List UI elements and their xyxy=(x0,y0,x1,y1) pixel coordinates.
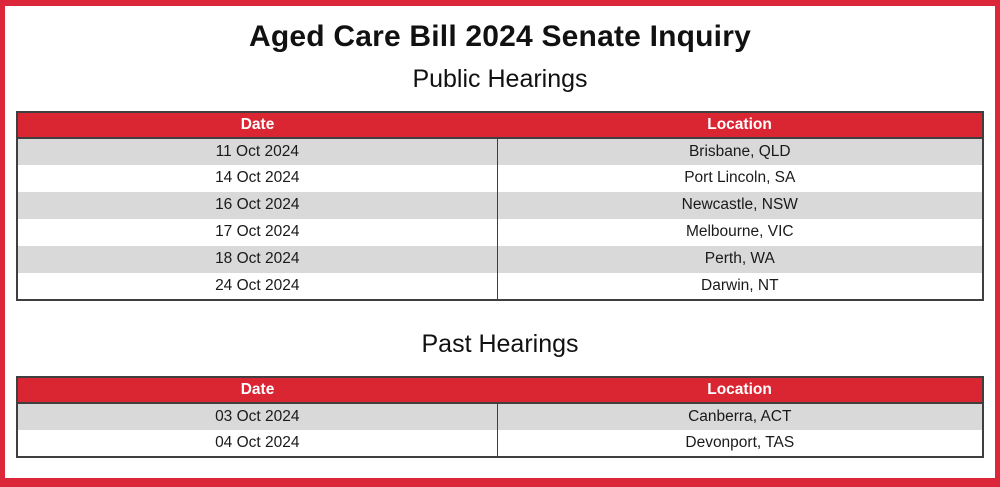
hearing-location: Canberra, ACT xyxy=(496,403,984,430)
table-row: 04 Oct 2024 Devonport, TAS xyxy=(15,430,984,458)
hearing-date: 11 Oct 2024 xyxy=(15,138,498,165)
location-column-header: Location xyxy=(497,376,984,404)
table-row: 24 Oct 2024 Darwin, NT xyxy=(15,273,984,301)
hearing-date: 16 Oct 2024 xyxy=(15,192,498,219)
hearing-date: 14 Oct 2024 xyxy=(15,165,498,192)
table-row: 03 Oct 2024 Canberra, ACT xyxy=(15,403,984,430)
hearing-location: Melbourne, VIC xyxy=(496,219,984,246)
hearing-location: Port Lincoln, SA xyxy=(496,165,984,192)
table-row: 17 Oct 2024 Melbourne, VIC xyxy=(15,219,984,246)
public-hearings-heading: Public Hearings xyxy=(412,65,588,93)
table-row: 11 Oct 2024 Brisbane, QLD xyxy=(15,138,984,165)
hearing-date: 04 Oct 2024 xyxy=(15,430,498,458)
location-column-header: Location xyxy=(497,111,984,139)
table-row: 16 Oct 2024 Newcastle, NSW xyxy=(15,192,984,219)
hearing-date: 17 Oct 2024 xyxy=(15,219,498,246)
past-hearings-table: Date Location 03 Oct 2024 Canberra, ACT … xyxy=(15,376,984,458)
hearing-location: Devonport, TAS xyxy=(496,430,984,458)
table-header-row: Date Location xyxy=(15,376,984,404)
hearing-location: Darwin, NT xyxy=(496,273,984,301)
table-row: 14 Oct 2024 Port Lincoln, SA xyxy=(15,165,984,192)
hearing-date: 03 Oct 2024 xyxy=(15,403,498,430)
page-title: Aged Care Bill 2024 Senate Inquiry xyxy=(249,20,751,53)
date-column-header: Date xyxy=(15,376,498,404)
hearing-location: Brisbane, QLD xyxy=(496,138,984,165)
hearing-date: 24 Oct 2024 xyxy=(15,273,498,301)
hearing-date: 18 Oct 2024 xyxy=(15,246,498,273)
hearing-location: Perth, WA xyxy=(496,246,984,273)
public-hearings-table: Date Location 11 Oct 2024 Brisbane, QLD … xyxy=(15,111,984,301)
hearing-location: Newcastle, NSW xyxy=(496,192,984,219)
past-hearings-heading: Past Hearings xyxy=(421,330,579,358)
table-row: 18 Oct 2024 Perth, WA xyxy=(15,246,984,273)
date-column-header: Date xyxy=(15,111,498,139)
table-header-row: Date Location xyxy=(15,111,984,139)
